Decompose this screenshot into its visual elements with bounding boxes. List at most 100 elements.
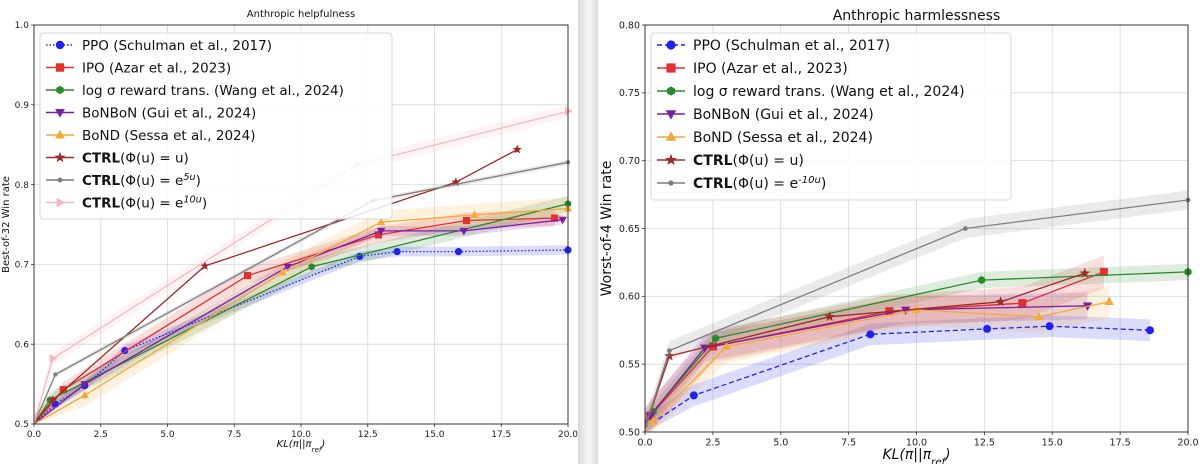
line-ppo-schulman-et-al-2017 (33, 249, 569, 425)
point-bonbon-gui-et-al-2024 (376, 227, 386, 236)
legend-box (39, 32, 393, 220)
legend-label: CTRL(Φ(u) = u) (693, 153, 804, 169)
legend-label: CTRL(Φ(u) = e10u) (82, 194, 207, 212)
y-tick-label: 0.8 (15, 181, 30, 191)
x-axis-label: KL(π||πref) (882, 447, 950, 464)
band-bond-sessa-et-al-2024 (645, 285, 1110, 432)
panel-separator (578, 0, 598, 464)
legend-marker (666, 63, 676, 73)
point-ipo-azar-et-al-2023 (1018, 299, 1027, 308)
y-tick-label: 0.70 (619, 156, 640, 167)
legend-label: log σ reward trans. (Wang et al., 2024) (693, 84, 965, 100)
legend-label: IPO (Azar et al., 2023) (82, 60, 231, 76)
point-log-reward-trans-wang-et-al-2024 (712, 334, 720, 343)
legend-label: BoNBoN (Gui et al., 2024) (693, 107, 874, 123)
legend-item-ipo-azar-et-al-2023: IPO (Azar et al., 2023) (46, 60, 231, 76)
band-ppo-schulman-et-al-2017 (34, 245, 568, 424)
point-bonbon-gui-et-al-2024 (459, 227, 469, 236)
y-tick-label: 0.75 (619, 88, 640, 99)
legend-marker (665, 131, 677, 141)
y-tick-label: 0.7 (15, 261, 29, 271)
point-ctrl-u-e-10u (565, 106, 573, 116)
legend-label: PPO (Schulman et al., 2017) (693, 38, 890, 54)
legend-label: PPO (Schulman et al., 2017) (82, 38, 272, 54)
legend-marker (666, 40, 676, 50)
y-tick-label: 0.50 (619, 427, 640, 438)
point-log-reward-trans-wang-et-al-2024 (308, 263, 315, 271)
x-tick-label: 7.5 (227, 430, 241, 440)
point-bonbon-gui-et-al-2024 (558, 216, 567, 225)
point-ctrl-u-u (824, 311, 835, 322)
legend-label: BoNBoN (Gui et al., 2024) (82, 105, 256, 121)
legend: PPO (Schulman et al., 2017) IPO (Azar et … (650, 32, 1012, 201)
band-ipo-azar-et-al-2023 (645, 255, 1104, 432)
point-ctrl-u-e-10u (667, 348, 672, 353)
plot-frame (33, 24, 569, 425)
point-ipo-azar-et-al-2023 (551, 214, 559, 222)
legend-marker (57, 177, 63, 183)
point-ctrl-u-u (200, 261, 210, 271)
point-ipo-azar-et-al-2023 (1099, 267, 1108, 276)
legend-label: IPO (Azar et al., 2023) (693, 61, 848, 77)
line-ppo-schulman-et-al-2017 (644, 325, 1151, 429)
band-bond-sessa-et-al-2024 (34, 197, 568, 424)
point-ppo-schulman-et-al-2017 (689, 391, 698, 400)
point-ctrl-u-e-10u (962, 226, 968, 231)
point-bonbon-gui-et-al-2024 (283, 263, 292, 272)
point-ctrl-u-u (995, 296, 1006, 307)
point-ctrl-u-e-10u (49, 354, 58, 363)
point-ctrl-u-u (512, 144, 523, 154)
legend-item-bond-sessa-et-al-2024: BoND (Sessa et al., 2024) (657, 130, 873, 146)
legend-item-ppo-schulman-et-al-2017: PPO (Schulman et al., 2017) (657, 38, 890, 54)
band-log-reward-trans-wang-et-al-2024 (645, 263, 1188, 431)
series-group (33, 104, 573, 425)
x-tick-label: 17.5 (1110, 438, 1131, 449)
y-tick-label: 0.9 (15, 101, 30, 111)
x-axis-label: KL(π||πref) (277, 439, 326, 454)
line-bond-sessa-et-al-2024 (33, 207, 569, 425)
legend-marker (666, 86, 676, 96)
x-tick-label: 0.0 (27, 430, 42, 440)
legend-item-ppo-schulman-et-al-2017: PPO (Schulman et al., 2017) (46, 38, 272, 54)
legend-marker (56, 197, 66, 208)
point-ipo-azar-et-al-2023 (243, 271, 252, 280)
legend-marker (55, 63, 65, 72)
legend-marker (665, 110, 677, 120)
line-ctrl-u-e-10u (33, 110, 569, 425)
point-ctrl-u-u (1079, 267, 1091, 278)
y-tick-label: 0.55 (619, 359, 640, 370)
x-tick-label: 15.0 (424, 430, 444, 440)
y-tick-label: 0.60 (619, 292, 640, 303)
line-ctrl-u-e-10u (644, 199, 1189, 429)
point-bond-sessa-et-al-2024 (376, 217, 386, 226)
legend-item-ctrl-u-u: CTRL(Φ(u) = u) (657, 153, 804, 169)
legend-item-ctrl-u-u: CTRL(Φ(u) = u) (46, 150, 189, 166)
line-log-reward-trans-wang-et-al-2024 (33, 203, 569, 425)
legend-item-bonbon-gui-et-al-2024: BoNBoN (Gui et al., 2024) (657, 107, 874, 123)
x-tick-label: 10.0 (291, 430, 311, 440)
x-tick-label: 7.5 (841, 438, 856, 449)
y-tick-label: 0.5 (15, 420, 29, 430)
chart-harmlessness: 0.0 2.5 5.0 7.5 10.0 12.5 15.0 17.5 20.0 0.50 0.55… (599, 8, 1199, 464)
band-bonbon-gui-et-al-2024 (645, 292, 1088, 432)
y-tick-label: 0.65 (619, 224, 640, 235)
legend-item-log-reward-trans-wang-et-al-2024: log σ reward trans. (Wang et al., 2024) (657, 84, 965, 100)
legend-item-ctrl-u-e-10u: CTRL(Φ(u) = e-10u) (657, 175, 826, 192)
y-tick-label: 0.80 (619, 20, 640, 31)
legend-marker (56, 85, 64, 95)
point-log-reward-trans-wang-et-al-2024 (978, 275, 986, 285)
x-tick-label: 5.0 (773, 438, 788, 449)
legend-marker (55, 40, 65, 50)
legend-box (650, 32, 1012, 201)
band-ppo-schulman-et-al-2017 (645, 315, 1150, 432)
legend-label: log σ reward trans. (Wang et al., 2024) (82, 83, 344, 99)
legend-item-ctrl-u-e-10u: CTRL(Φ(u) = e10u) (46, 194, 207, 212)
point-ctrl-u-u (47, 395, 58, 405)
point-bonbon-gui-et-al-2024 (80, 381, 89, 389)
y-tick-label: 1.0 (15, 21, 30, 31)
legend-item-ipo-azar-et-al-2023: IPO (Azar et al., 2023) (657, 61, 848, 77)
legend-item-bonbon-gui-et-al-2024: BoNBoN (Gui et al., 2024) (46, 105, 256, 121)
point-ppo-schulman-et-al-2017 (454, 248, 463, 256)
x-tick-label: 20.0 (558, 430, 578, 440)
